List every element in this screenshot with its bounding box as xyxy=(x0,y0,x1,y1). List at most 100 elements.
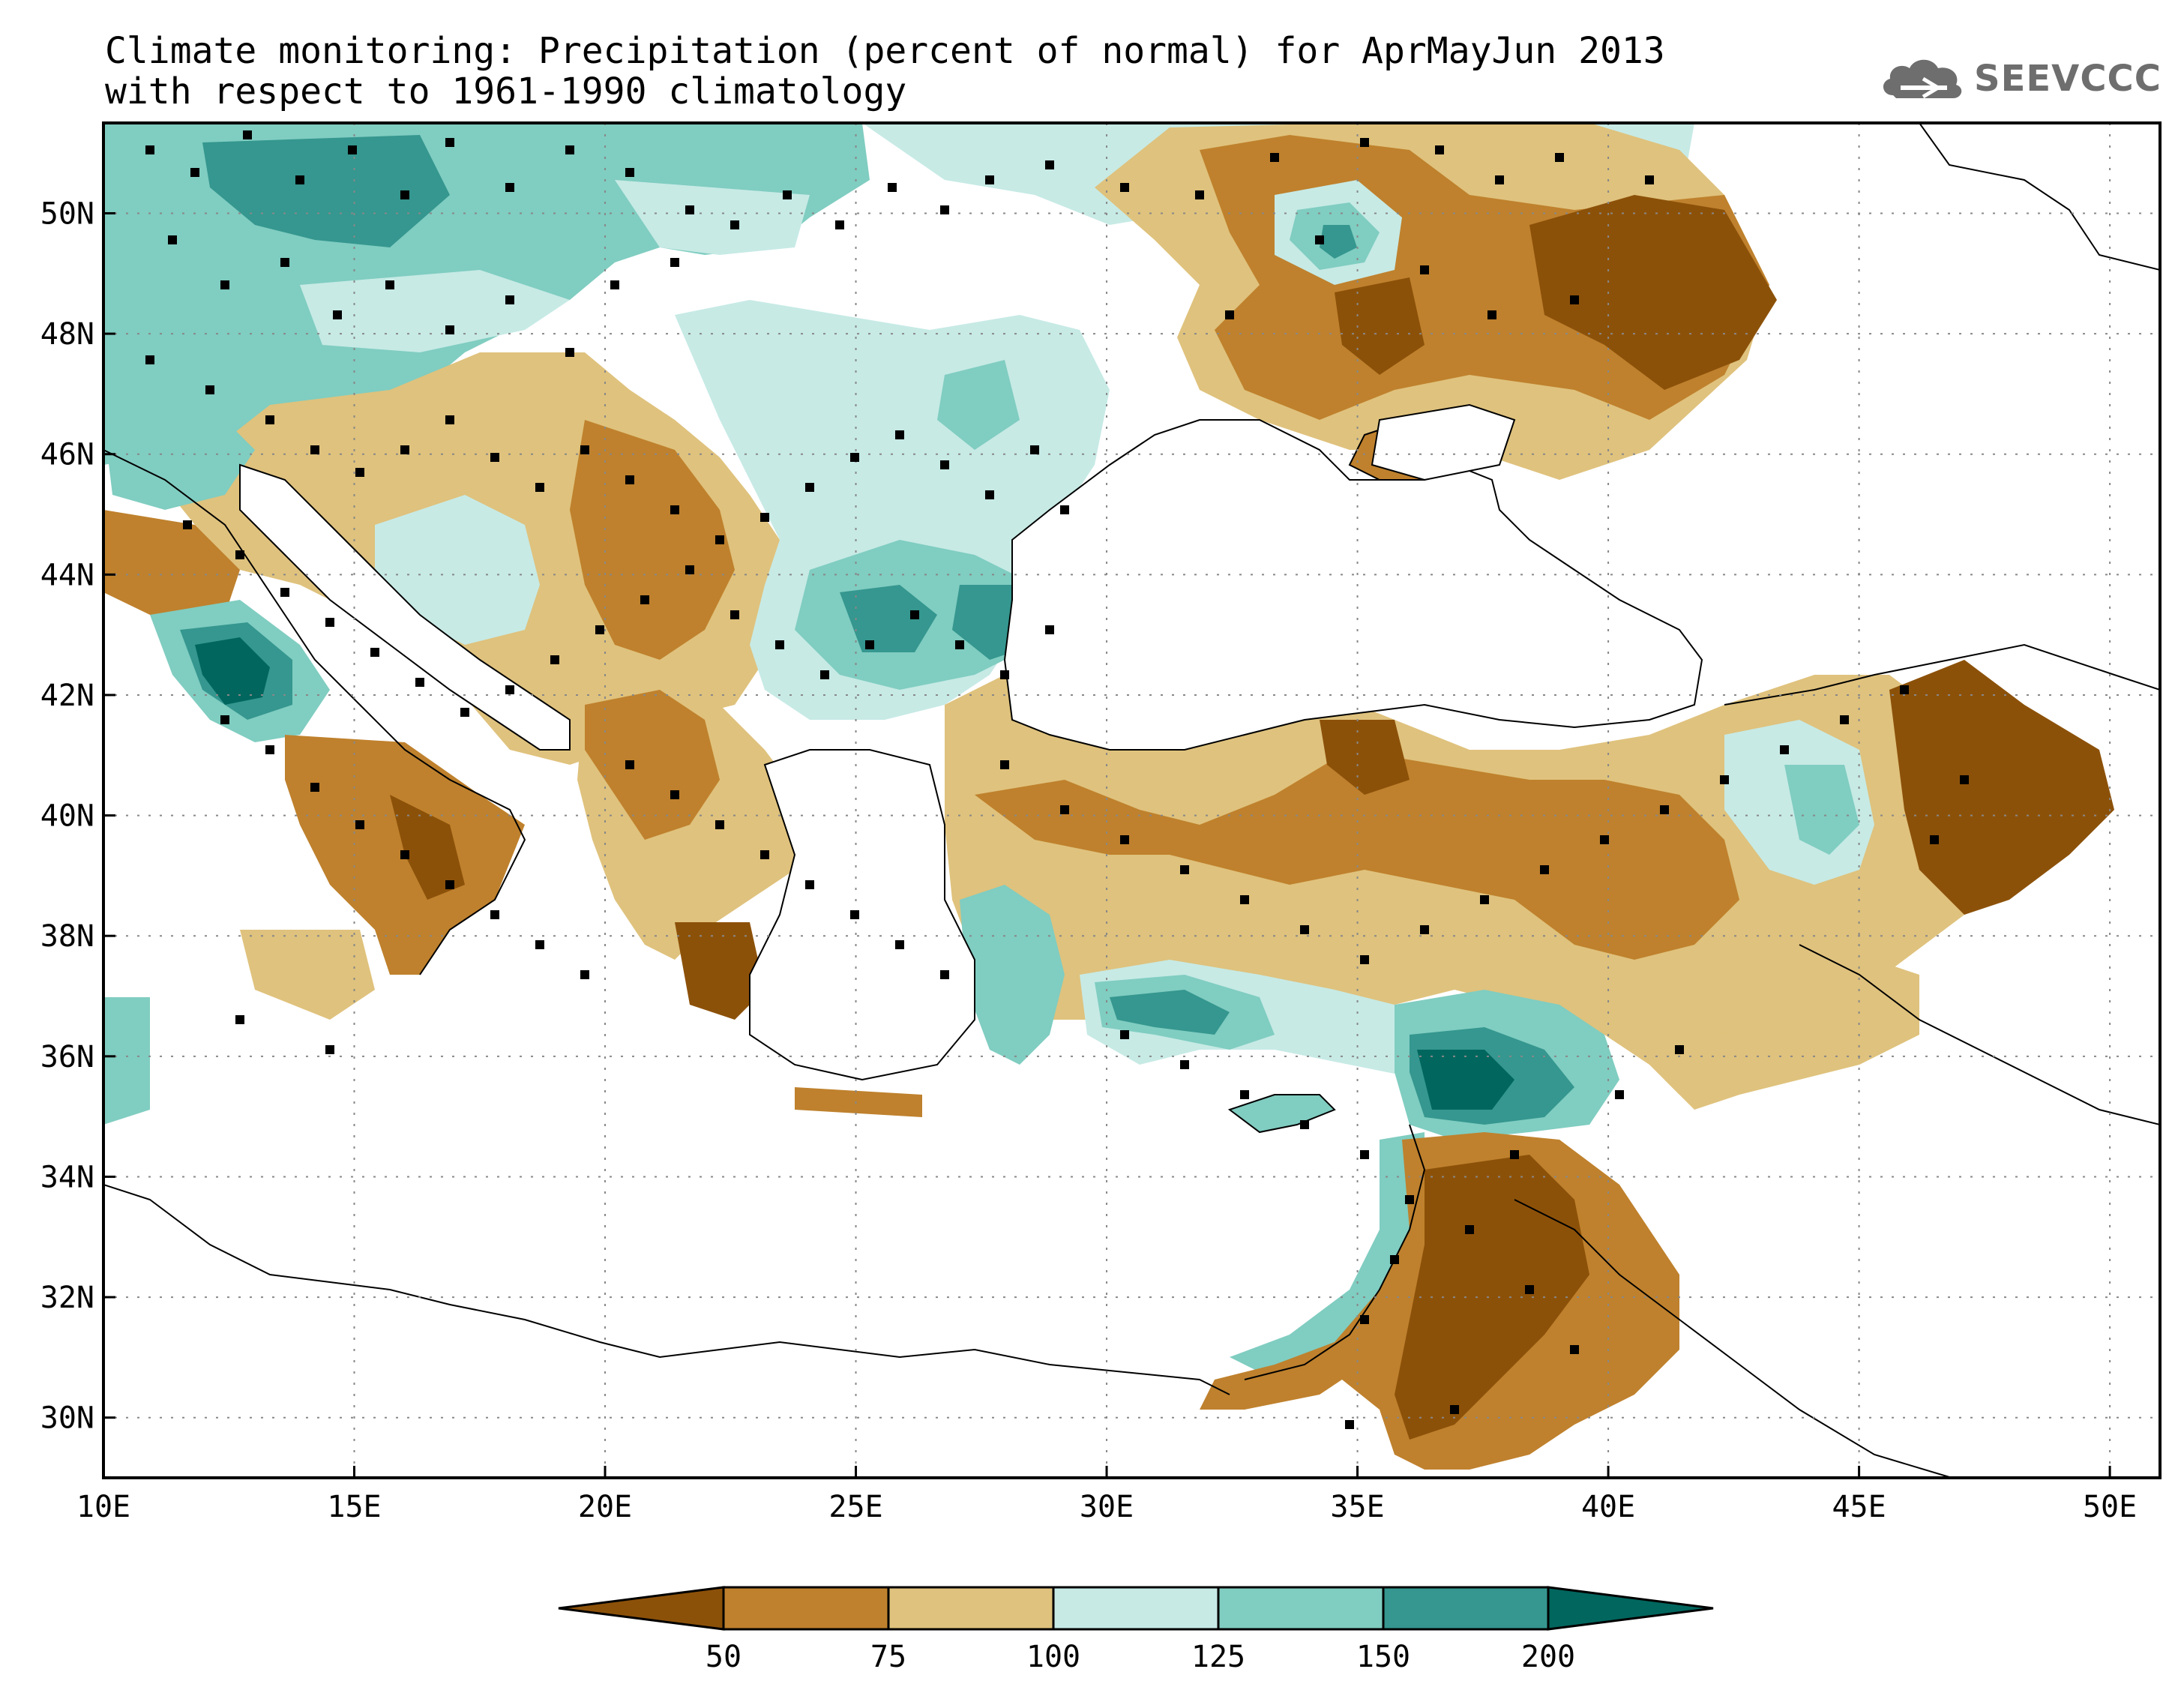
lon-tick-label: 25E xyxy=(828,1490,882,1524)
region-italy-north-wet xyxy=(103,405,255,510)
coastlines xyxy=(103,123,2160,1478)
cyprus xyxy=(1227,1094,1336,1134)
lon-tick-label: 15E xyxy=(327,1490,381,1524)
lat-tick-label: 32N xyxy=(40,1281,94,1315)
station-marker xyxy=(895,940,904,949)
station-marker xyxy=(1465,1225,1474,1234)
station-marker xyxy=(220,715,229,724)
station-markers xyxy=(145,130,1969,1429)
region-carpathian-spot xyxy=(937,360,1020,450)
station-marker xyxy=(460,708,469,717)
station-marker xyxy=(565,145,574,154)
station-marker xyxy=(505,183,514,192)
station-marker xyxy=(1240,1090,1249,1099)
station-marker xyxy=(1360,138,1369,147)
lat-tick-label: 48N xyxy=(40,317,94,352)
station-marker xyxy=(265,745,274,754)
station-marker xyxy=(1900,685,1909,694)
station-marker xyxy=(1645,175,1654,184)
logo: SEEVCCC xyxy=(1878,49,2162,109)
station-marker xyxy=(640,595,649,604)
station-marker xyxy=(670,258,679,267)
station-marker xyxy=(1780,745,1789,754)
station-marker xyxy=(783,190,792,199)
lat-tick-label: 46N xyxy=(40,438,94,472)
station-marker xyxy=(1045,160,1054,169)
region-russia-very-dry xyxy=(1529,195,1777,390)
station-marker xyxy=(550,655,559,664)
station-marker xyxy=(1000,670,1009,679)
station-marker xyxy=(1180,865,1189,874)
region-calabria-very-dry xyxy=(390,795,465,900)
station-marker xyxy=(400,850,409,859)
logo-text: SEEVCCC xyxy=(1974,58,2162,100)
station-marker xyxy=(1300,925,1309,934)
station-marker xyxy=(1315,235,1324,244)
lat-tick-label: 42N xyxy=(40,679,94,713)
station-marker xyxy=(235,1015,244,1024)
station-marker xyxy=(940,205,949,214)
station-marker xyxy=(370,648,379,657)
station-marker xyxy=(850,453,859,462)
station-marker xyxy=(685,565,694,574)
station-marker xyxy=(1660,805,1669,814)
station-marker xyxy=(505,295,514,304)
station-marker xyxy=(1120,183,1129,192)
station-marker xyxy=(280,588,289,597)
station-marker xyxy=(355,820,364,829)
region-north-wet xyxy=(450,123,862,210)
station-marker xyxy=(1420,265,1429,274)
station-marker xyxy=(595,625,604,634)
station-marker xyxy=(670,790,679,799)
station-marker xyxy=(1420,925,1429,934)
station-marker xyxy=(1555,153,1564,162)
station-marker xyxy=(1360,1315,1369,1324)
station-marker xyxy=(190,168,199,177)
legend-colorbar: 50 75 100 125 150 200 xyxy=(558,1586,1714,1674)
station-marker xyxy=(325,618,334,627)
lat-tick-label: 50N xyxy=(40,196,94,231)
station-marker xyxy=(1390,1255,1399,1264)
station-marker xyxy=(1345,1420,1354,1429)
station-marker xyxy=(445,138,454,147)
station-marker xyxy=(490,910,499,919)
station-marker xyxy=(1525,1285,1534,1294)
station-marker xyxy=(1120,1030,1129,1039)
legend-label: 100 xyxy=(1026,1640,1080,1674)
station-marker xyxy=(1600,835,1609,844)
station-marker xyxy=(1240,895,1249,904)
legend-box xyxy=(1052,1586,1220,1631)
black-sea xyxy=(1003,419,1703,751)
region-crete-dry xyxy=(795,1087,922,1117)
station-marker xyxy=(205,385,214,394)
station-marker xyxy=(1540,865,1549,874)
station-marker xyxy=(1487,310,1496,319)
station-marker xyxy=(955,640,964,649)
station-marker xyxy=(400,445,409,454)
region-antalya-core xyxy=(1110,990,1230,1035)
station-marker xyxy=(1510,1150,1519,1159)
legend-box xyxy=(1382,1586,1550,1631)
station-marker xyxy=(220,280,229,289)
station-marker xyxy=(1450,1405,1459,1414)
station-marker xyxy=(355,468,364,477)
station-marker xyxy=(535,483,544,492)
station-marker xyxy=(835,220,844,229)
region-poland-light xyxy=(615,180,810,255)
station-marker xyxy=(715,535,724,544)
precipitation-field xyxy=(103,123,2114,1470)
lat-tick-label: 36N xyxy=(40,1040,94,1074)
lon-tick-label: 10E xyxy=(76,1490,130,1524)
station-marker xyxy=(385,280,394,289)
station-marker xyxy=(985,175,994,184)
legend-label: 200 xyxy=(1521,1640,1575,1674)
legend-label: 125 xyxy=(1191,1640,1245,1674)
station-marker xyxy=(1360,955,1369,964)
legend-box xyxy=(887,1586,1055,1631)
station-marker xyxy=(1675,1045,1684,1054)
station-marker xyxy=(580,970,589,979)
lat-tick-label: 44N xyxy=(40,558,94,592)
station-marker xyxy=(715,820,724,829)
region-peloponnese-dry xyxy=(675,922,765,1020)
station-marker xyxy=(850,910,859,919)
